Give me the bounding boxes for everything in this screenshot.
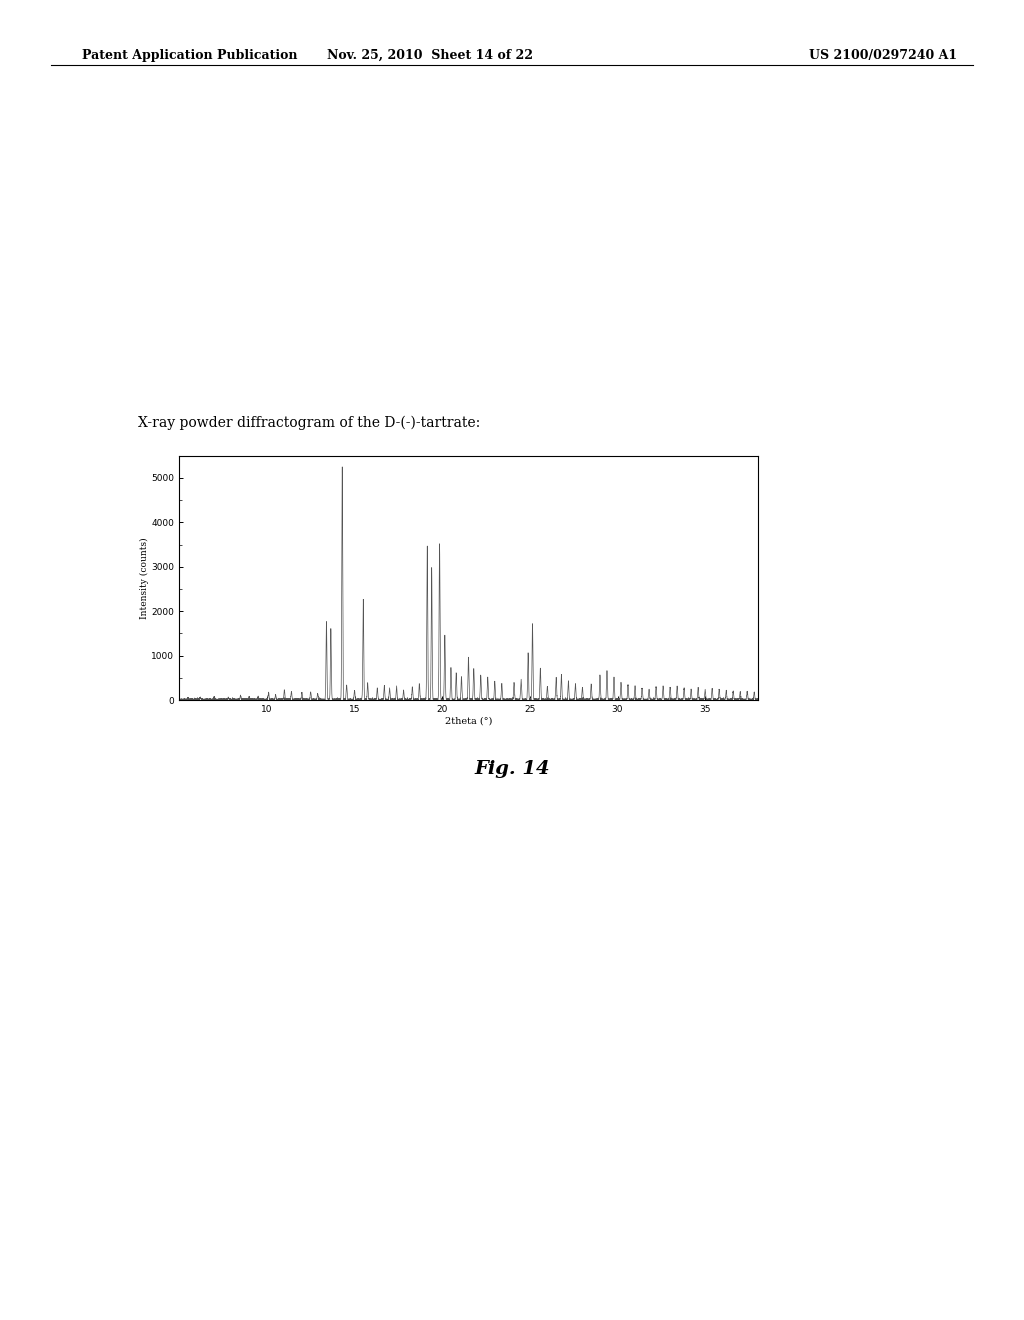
Text: Patent Application Publication: Patent Application Publication	[82, 49, 297, 62]
Text: Nov. 25, 2010  Sheet 14 of 22: Nov. 25, 2010 Sheet 14 of 22	[327, 49, 534, 62]
Y-axis label: Intensity (counts): Intensity (counts)	[139, 537, 148, 619]
X-axis label: 2theta (°): 2theta (°)	[444, 717, 493, 726]
Text: US 2100/0297240 A1: US 2100/0297240 A1	[809, 49, 957, 62]
Text: X-ray powder diffractogram of the D-(-)-tartrate:: X-ray powder diffractogram of the D-(-)-…	[138, 416, 480, 430]
Text: Fig. 14: Fig. 14	[474, 760, 550, 777]
